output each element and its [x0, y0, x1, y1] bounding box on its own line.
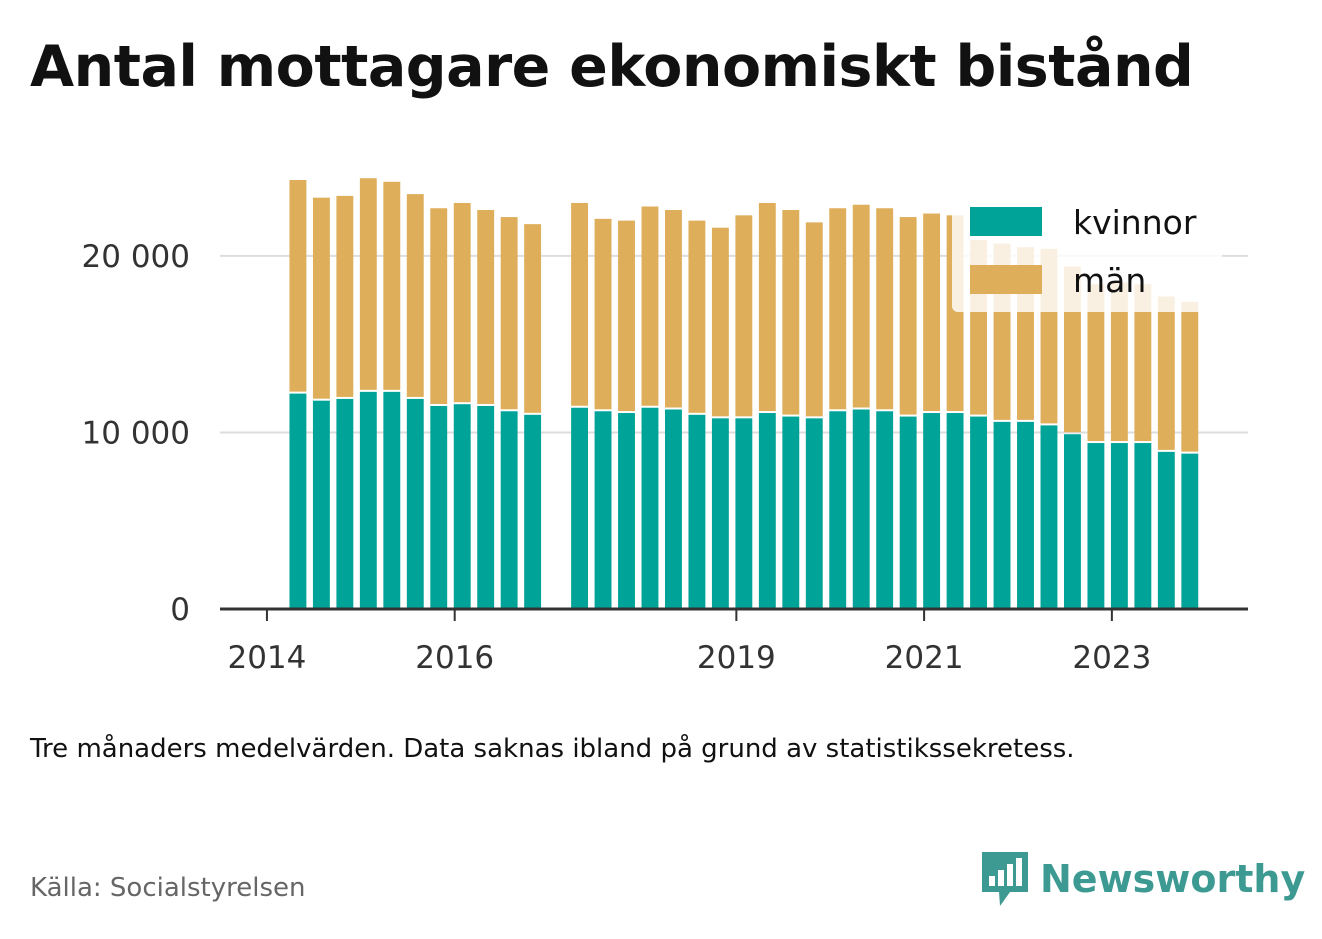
axes: 0 10 000 20 000 2014 2016 2019 2021 2023 [82, 239, 1248, 676]
bar-man [829, 208, 847, 410]
bar-man [524, 224, 542, 413]
bar-kvinnor [359, 391, 377, 609]
bar-kvinnor [618, 413, 635, 609]
legend-label-man: män [1073, 261, 1146, 300]
legend-label-kvinnor: kvinnor [1073, 203, 1197, 242]
bar-man [618, 220, 635, 412]
bar-kvinnor [289, 393, 307, 609]
bar-man [336, 195, 354, 397]
bar-man [805, 222, 823, 417]
x-tick-label: 2016 [415, 640, 494, 676]
y-tick-label: 0 [170, 592, 190, 628]
bar-man [1181, 301, 1199, 452]
bar-kvinnor [312, 400, 330, 609]
chart-note: Tre månaders medelvärden. Data saknas ib… [30, 734, 1075, 764]
bar-kvinnor [594, 411, 612, 609]
x-tick-label: 2014 [227, 640, 306, 676]
bar-kvinnor [970, 416, 988, 609]
bar-kvinnor [1157, 451, 1175, 609]
y-tick-label: 20 000 [82, 239, 190, 275]
bar-kvinnor [993, 421, 1011, 609]
bar-kvinnor [946, 413, 964, 609]
bar-kvinnor [782, 416, 800, 609]
bar-man [688, 220, 706, 413]
bar-kvinnor [664, 409, 682, 609]
bar-kvinnor [1087, 443, 1105, 609]
bar-kvinnor [852, 409, 870, 609]
bar-man [1134, 284, 1152, 442]
bar-kvinnor [1134, 443, 1152, 609]
bar-man [923, 213, 941, 412]
bar-kvinnor [688, 414, 706, 609]
bar-kvinnor [876, 411, 894, 609]
legend-swatch-man [970, 265, 1042, 294]
bar-man [477, 210, 495, 404]
y-tick-label: 10 000 [82, 415, 190, 451]
bar-man [1110, 282, 1128, 442]
bar-kvinnor [711, 418, 729, 609]
bar-man [571, 202, 589, 406]
bar-kvinnor [500, 411, 518, 609]
bar-kvinnor [829, 411, 847, 609]
bar-man [289, 180, 307, 392]
x-tick-label: 2019 [697, 640, 776, 676]
bar-man [594, 218, 612, 410]
bar-kvinnor [571, 407, 589, 609]
bar-kvinnor [406, 398, 424, 609]
bar-man [735, 215, 753, 417]
bar-kvinnor [336, 398, 354, 609]
bar-man [359, 178, 377, 390]
bar-kvinnor [524, 414, 542, 609]
brand-name: Newsworthy [1040, 857, 1306, 901]
bar-man [782, 210, 800, 415]
bar-kvinnor [1110, 443, 1128, 609]
bar-man [876, 208, 894, 410]
bar-kvinnor [1181, 453, 1199, 609]
bar-kvinnor [453, 404, 471, 609]
bar-man [664, 210, 682, 408]
bar-man [383, 181, 401, 390]
bar-kvinnor [899, 416, 917, 609]
bar-man [641, 206, 659, 406]
x-tick-label: 2023 [1072, 640, 1151, 676]
bar-man [1157, 296, 1175, 450]
chart-title: Antal mottagare ekonomiskt bistånd [30, 34, 1194, 100]
bar-kvinnor [1063, 434, 1081, 609]
bar-man [500, 217, 518, 410]
bar-kvinnor [758, 413, 776, 609]
x-tick-label: 2021 [885, 640, 964, 676]
bar-kvinnor [641, 407, 659, 609]
bars [289, 178, 1199, 609]
bar-man [758, 202, 776, 412]
source-credit: Källa: Socialstyrelsen [30, 873, 306, 903]
bar-kvinnor [805, 418, 823, 609]
bar-man [430, 208, 448, 404]
bar-kvinnor [923, 413, 941, 609]
legend-swatch-kvinnor [970, 207, 1042, 236]
bar-man [711, 227, 729, 417]
bar-man [453, 202, 471, 403]
legend: kvinnor män [952, 182, 1222, 312]
bar-man [852, 204, 870, 408]
newsworthy-logo-icon [982, 852, 1028, 906]
bar-kvinnor [1040, 425, 1058, 609]
bar-man [899, 217, 917, 415]
bar-kvinnor [735, 418, 753, 609]
bar-man [406, 194, 424, 397]
bar-kvinnor [1017, 421, 1034, 609]
bar-kvinnor [383, 391, 401, 609]
newsworthy-brand[interactable]: Newsworthy [980, 850, 1305, 908]
bar-kvinnor [430, 405, 448, 609]
bar-man [312, 197, 330, 399]
bar-kvinnor [477, 405, 495, 609]
bar-man [1087, 284, 1105, 442]
